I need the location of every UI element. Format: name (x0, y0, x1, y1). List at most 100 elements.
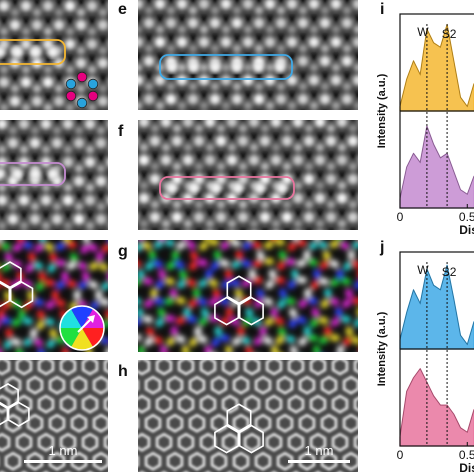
atom-column (309, 63, 319, 73)
atom-column (226, 120, 238, 128)
phase-blob (235, 288, 243, 299)
atom-column (149, 173, 161, 185)
strain-ring (0, 394, 11, 414)
atom-column (31, 19, 43, 31)
atom-column (216, 123, 226, 133)
strain-ring (81, 432, 99, 452)
phase-blob (354, 280, 358, 290)
atom-column (314, 192, 326, 204)
atom-column (308, 0, 320, 10)
atom-column (149, 135, 161, 147)
atom-column (85, 221, 95, 230)
phase-blob (340, 315, 351, 323)
panel-b-image (0, 120, 108, 230)
atom-column (65, 65, 75, 75)
phase-blob (230, 240, 241, 247)
hollow-site (31, 120, 39, 124)
strain-ring (309, 432, 327, 452)
atom-column (75, 57, 87, 69)
hollow-site (338, 170, 346, 179)
phase-blob (194, 326, 202, 337)
atom-column (188, 82, 198, 92)
strain-ring (37, 394, 55, 414)
hollow-site (211, 0, 219, 4)
phase-blob (288, 318, 297, 329)
atom-column (75, 19, 87, 31)
phase-blob (351, 297, 358, 305)
atom-column (298, 43, 308, 53)
hollow-site (327, 227, 335, 230)
atom-column (20, 38, 32, 50)
atom-column (172, 200, 182, 210)
atom-column (282, 161, 292, 171)
atom-column (320, 5, 330, 15)
atom-column (51, 137, 63, 149)
atom-column (165, 17, 177, 29)
phase-blob (225, 345, 233, 352)
phase-blob (329, 334, 340, 342)
hollow-site (321, 33, 329, 42)
atom-column (166, 82, 176, 92)
hollow-site (343, 71, 351, 80)
strain-ring (103, 396, 108, 412)
hollow-site (53, 153, 61, 162)
atom-column (74, 125, 84, 135)
phase-blob (33, 298, 44, 306)
hollow-site (53, 120, 61, 124)
phase-blob (186, 278, 197, 287)
hollow-site (239, 120, 247, 122)
hollow-site (99, 0, 107, 6)
atom-column (304, 200, 314, 210)
hollow-site (261, 120, 269, 122)
bright-column (276, 182, 288, 194)
hollow-site (9, 153, 17, 162)
strain-ring (276, 375, 294, 395)
phase-blob (248, 269, 256, 280)
atom-column (194, 161, 204, 171)
strain-ring (221, 360, 239, 376)
atom-column (43, 103, 53, 110)
hollow-site (145, 33, 153, 42)
phase-blob (153, 260, 163, 269)
hollow-site (184, 132, 192, 141)
strain-ring (210, 451, 228, 471)
hollow-site (349, 120, 357, 122)
strain-ring (210, 375, 228, 395)
hollow-site (151, 120, 159, 122)
phase-blob (188, 299, 198, 308)
atom-column (74, 163, 84, 173)
phase-blob (0, 240, 3, 244)
hollow-site (343, 0, 351, 4)
atom-column (204, 154, 216, 166)
atom-column (282, 200, 292, 210)
phase-blob (89, 262, 99, 270)
atom-column (282, 123, 292, 133)
atom-column (183, 219, 193, 229)
strain-ring (331, 394, 349, 414)
atom-column (293, 181, 303, 191)
phase-blob (230, 279, 241, 287)
phase-blob (219, 334, 230, 342)
atom-column (187, 17, 199, 29)
atom-column (210, 43, 220, 53)
phase-blob (211, 261, 220, 271)
phase-blob (11, 338, 22, 346)
atom-column (248, 120, 260, 128)
atom-column (320, 43, 330, 53)
atom-column (42, 76, 54, 88)
panel-c-image (0, 240, 108, 352)
phase-blob (90, 301, 100, 310)
phase-blob (208, 314, 219, 322)
hollow-site (217, 120, 225, 122)
phase-blob (298, 299, 308, 308)
strain-ring (320, 375, 338, 395)
atom-column (352, 36, 358, 48)
atom-column (325, 135, 337, 147)
atom-column (138, 63, 143, 73)
atom-column (232, 43, 242, 53)
atom-column (303, 211, 315, 223)
phase-blob (313, 345, 321, 352)
atom-column (254, 43, 264, 53)
strain-map-d: 1 nm (0, 360, 108, 472)
phase-blob (214, 250, 222, 261)
